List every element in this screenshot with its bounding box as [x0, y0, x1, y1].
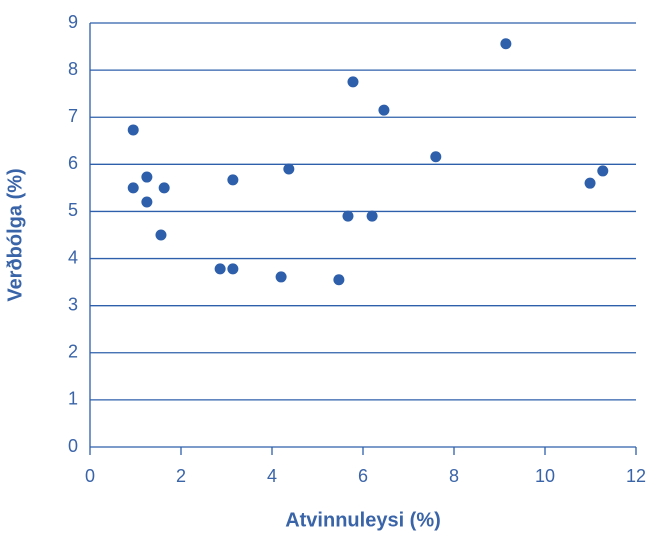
y-tick-label: 5 — [68, 200, 78, 220]
point — [127, 124, 139, 136]
point — [366, 210, 378, 222]
y-tick-label: 8 — [68, 59, 78, 79]
x-tick-label: 12 — [626, 466, 646, 486]
x-tick-label: 4 — [267, 466, 277, 486]
x-tick-label: 6 — [358, 466, 368, 486]
point — [141, 196, 153, 208]
point — [342, 210, 354, 222]
point — [227, 263, 239, 275]
point — [275, 271, 287, 283]
x-tick-label: 10 — [535, 466, 555, 486]
y-tick-label: 7 — [68, 106, 78, 126]
y-tick-label: 3 — [68, 294, 78, 314]
y-tick-label: 1 — [68, 389, 78, 409]
y-tick-label: 6 — [68, 153, 78, 173]
point — [333, 274, 345, 286]
point — [227, 174, 239, 186]
point — [127, 182, 139, 194]
point — [283, 163, 295, 175]
point — [584, 177, 596, 189]
y-axis-label: Verðbólga (%) — [4, 168, 26, 301]
x-axis-label: Atvinnuleysi (%) — [285, 509, 441, 531]
x-tick-label: 8 — [449, 466, 459, 486]
x-tick-label: 2 — [176, 466, 186, 486]
point — [158, 182, 170, 194]
point — [597, 165, 609, 177]
y-tick-label: 2 — [68, 342, 78, 362]
point — [378, 104, 390, 116]
point — [141, 171, 153, 183]
point — [500, 38, 512, 50]
y-tick-label: 4 — [68, 247, 78, 267]
point — [430, 151, 442, 163]
x-tick-label: 0 — [85, 466, 95, 486]
y-tick-label: 9 — [68, 12, 78, 32]
point — [347, 76, 359, 88]
y-tick-label: 0 — [68, 436, 78, 456]
point — [155, 229, 167, 241]
point — [214, 263, 226, 275]
